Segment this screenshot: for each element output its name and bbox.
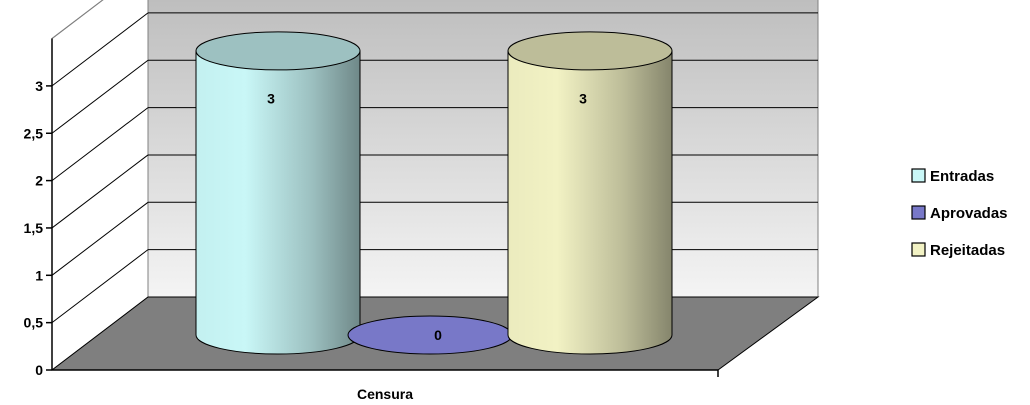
legend-swatch bbox=[911, 242, 926, 257]
bar-rejeitadas bbox=[507, 31, 673, 355]
data-label: 0 bbox=[434, 327, 442, 343]
gridline-side bbox=[51, 154, 149, 229]
bar-aprovadas bbox=[347, 315, 513, 355]
gridline-side bbox=[51, 201, 149, 276]
legend-label: Entradas bbox=[930, 168, 994, 185]
legend-swatch bbox=[911, 205, 926, 220]
legend-item: Aprovadas bbox=[911, 205, 1008, 222]
wall-top-edge bbox=[51, 0, 104, 39]
data-label: 3 bbox=[579, 90, 587, 106]
bar-body bbox=[507, 50, 673, 355]
legend-label: Rejeitadas bbox=[930, 242, 1005, 259]
y-tick-label: 2 bbox=[35, 173, 43, 189]
gridline-side bbox=[51, 107, 149, 181]
y-tick-label: 1 bbox=[35, 267, 43, 283]
legend-item: Rejeitadas bbox=[911, 242, 1005, 259]
gridline-side bbox=[51, 59, 149, 134]
gridline-side bbox=[51, 249, 149, 324]
y-tick-label: 0 bbox=[35, 362, 43, 378]
legend-swatch bbox=[911, 168, 926, 183]
y-tick-label: 0,5 bbox=[24, 315, 44, 331]
bar-body bbox=[195, 50, 361, 355]
bar-top bbox=[195, 31, 361, 71]
bar-top bbox=[347, 315, 513, 355]
gridline-side bbox=[51, 12, 149, 87]
legend-label: Aprovadas bbox=[930, 205, 1008, 222]
x-axis-title: Censura bbox=[357, 386, 413, 402]
y-tick-label: 1,5 bbox=[24, 220, 44, 236]
y-tick-label: 2,5 bbox=[24, 125, 44, 141]
y-tick-label: 3 bbox=[35, 78, 43, 94]
legend-item: Entradas bbox=[911, 168, 994, 185]
bar-entradas bbox=[195, 31, 361, 355]
bar-top bbox=[507, 31, 673, 71]
data-label: 3 bbox=[267, 90, 275, 106]
